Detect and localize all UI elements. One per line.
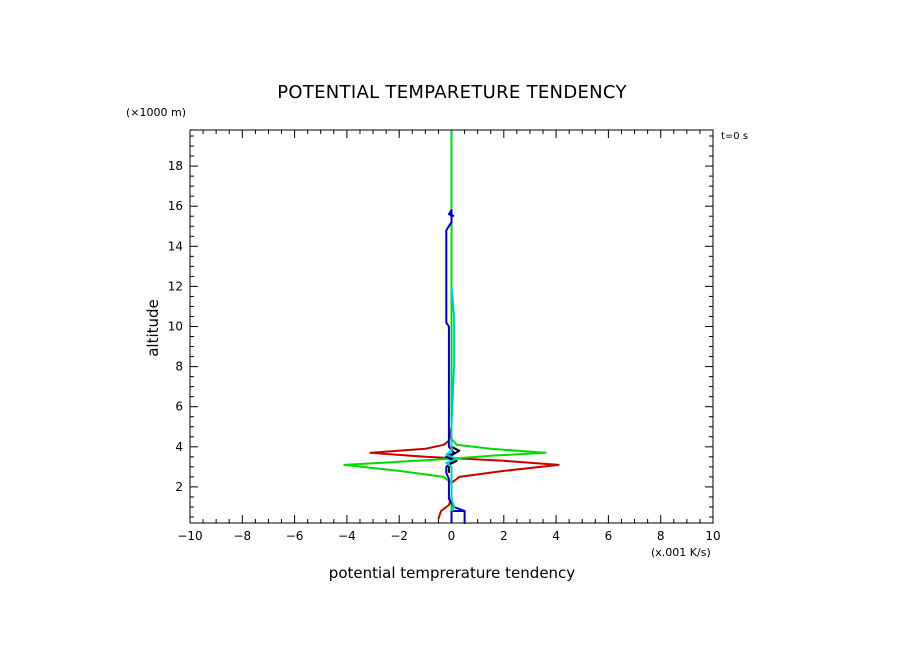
y-tick-label: 4 <box>175 440 183 454</box>
x-tick-label: 0 <box>448 529 456 543</box>
y-tick-label: 16 <box>168 199 183 213</box>
y-tick-label: 2 <box>175 480 183 494</box>
y-tick-label: 8 <box>175 360 183 374</box>
x-axis-title: potential temprerature tendency <box>329 564 576 582</box>
x-unit-label: (x.001 K/s) <box>651 546 711 559</box>
x-tick-label: 10 <box>705 529 720 543</box>
series-line-4 <box>447 445 461 473</box>
series-line-5 <box>445 286 458 512</box>
x-tick-label: 2 <box>500 529 508 543</box>
plot-area <box>343 130 560 524</box>
x-tick-label: −6 <box>286 529 304 543</box>
plot-frame <box>189 129 714 524</box>
y-unit-label: (×1000 m) <box>126 106 186 119</box>
y-axis-title: altitude <box>144 299 162 357</box>
tick-labels: −10 −8 −6 −4 −2 0 2 4 6 8 10 2 4 6 8 10 12 14 16 18 <box>168 159 721 543</box>
series-line-2 <box>343 130 547 523</box>
axis-ticks <box>189 130 714 523</box>
x-tick-label: 4 <box>552 529 560 543</box>
x-tick-label: 6 <box>605 529 613 543</box>
y-tick-label: 12 <box>168 279 183 293</box>
x-tick-label: 8 <box>657 529 665 543</box>
x-tick-label: −10 <box>177 529 202 543</box>
series-line-1 <box>369 130 560 520</box>
x-tick-label: −2 <box>390 529 408 543</box>
y-tick-label: 6 <box>175 400 183 414</box>
time-label: t=0 s <box>721 131 748 142</box>
chart-title: POTENTIAL TEMPARETURE TENDENCY <box>277 82 627 103</box>
y-tick-label: 18 <box>168 159 183 173</box>
y-tick-label: 10 <box>168 320 183 334</box>
y-tick-label: 14 <box>168 239 183 253</box>
x-tick-label: −4 <box>338 529 356 543</box>
x-tick-label: −8 <box>233 529 251 543</box>
